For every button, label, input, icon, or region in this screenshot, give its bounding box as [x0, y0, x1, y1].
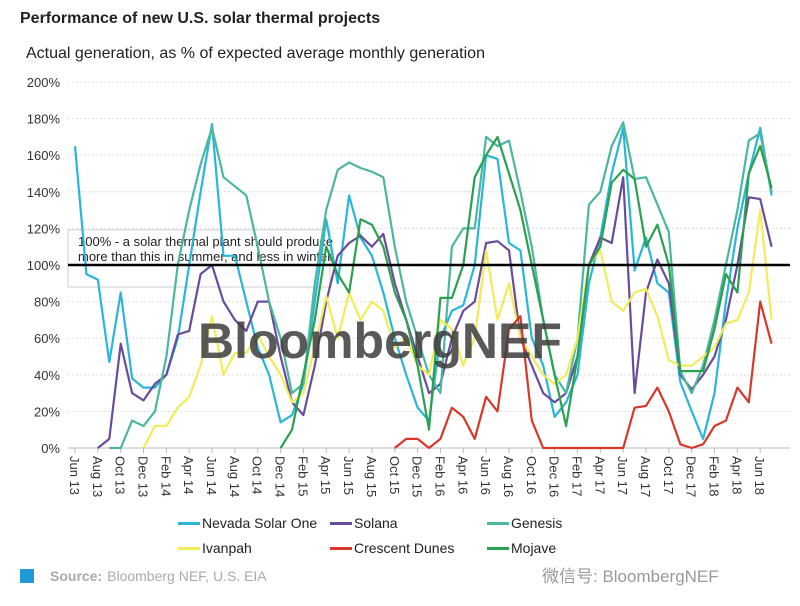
x-tick-label: Feb 17 [569, 456, 584, 496]
legend-item: Solana [330, 515, 398, 531]
x-tick-label: Feb 15 [295, 456, 310, 496]
legend-item: Genesis [487, 515, 562, 531]
x-tick-label: Dec 13 [136, 456, 151, 497]
series-line-genesis [109, 121, 773, 450]
x-tick-label: Oct 17 [661, 456, 676, 494]
y-tick-label: 60% [34, 331, 60, 346]
legend-swatch [178, 521, 200, 525]
x-tick-label: Jun 14 [204, 456, 219, 495]
x-tick-label: Oct 15 [387, 456, 402, 494]
series-line-ivanpah [142, 209, 773, 449]
chart-title: Performance of new U.S. solar thermal pr… [20, 10, 381, 27]
legend-swatch [487, 521, 509, 525]
annotation-text: 100% - a solar thermal plant should prod… [78, 234, 333, 249]
annotation-text: more than this in summer, and less in wi… [78, 249, 332, 264]
source-square-icon [20, 569, 34, 583]
series-line-solana [97, 176, 773, 449]
y-tick-label: 20% [34, 404, 60, 419]
x-tick-label: Oct 14 [250, 456, 265, 494]
legend-swatch [178, 546, 200, 550]
x-tick-label: Dec 17 [684, 456, 699, 497]
x-tick-label: Jun 15 [341, 456, 356, 495]
x-tick-label: Aug 17 [638, 456, 653, 497]
y-tick-label: 80% [34, 295, 60, 310]
x-tick-label: Oct 16 [524, 456, 539, 494]
x-tick-label: Jun 18 [752, 456, 767, 495]
x-tick-label: Dec 15 [410, 456, 425, 497]
legend-item: Nevada Solar One [178, 515, 317, 531]
x-tick-label: Aug 13 [90, 456, 105, 497]
y-tick-label: 180% [27, 112, 61, 127]
legend-item: Mojave [487, 540, 556, 556]
source-label: Source: [50, 568, 103, 584]
y-tick-label: 140% [27, 185, 61, 200]
x-tick-label: Feb 14 [158, 456, 173, 496]
x-tick-label: Aug 16 [501, 456, 516, 497]
y-tick-label: 160% [27, 148, 61, 163]
x-tick-label: Aug 15 [364, 456, 379, 497]
x-tick-label: Apr 18 [729, 456, 744, 494]
y-tick-label: 120% [27, 221, 61, 236]
legend-label: Crescent Dunes [354, 540, 455, 556]
legend-item: Ivanpah [178, 540, 252, 556]
x-tick-label: Feb 16 [432, 456, 447, 496]
x-tick-label: Feb 18 [707, 456, 722, 496]
legend-swatch [330, 546, 352, 550]
y-tick-label: 0% [41, 441, 60, 456]
x-tick-label: Dec 14 [273, 456, 288, 497]
source-note: Source: Bloomberg NEF, U.S. EIA [20, 568, 267, 584]
legend-label: Ivanpah [202, 540, 252, 556]
legend-swatch [330, 521, 352, 525]
wechat-id: 微信号: BloombergNEF [542, 567, 719, 586]
x-tick-label: Oct 13 [113, 456, 128, 494]
legend-item: Crescent Dunes [330, 540, 454, 556]
y-tick-label: 100% [27, 258, 61, 273]
x-tick-label: Apr 17 [592, 456, 607, 494]
x-tick-label: Jun 17 [615, 456, 630, 495]
legend-label: Solana [354, 515, 398, 531]
y-tick-label: 40% [34, 368, 60, 383]
watermark: BloombergNEF [198, 313, 562, 369]
x-tick-label: Dec 16 [547, 456, 562, 497]
legend-swatch [487, 546, 509, 550]
chart-subtitle: Actual generation, as % of expected aver… [26, 45, 485, 62]
x-tick-label: Jun 13 [67, 456, 82, 495]
x-tick-label: Apr 15 [318, 456, 333, 494]
series-line-crescent-dunes [394, 300, 773, 450]
y-tick-label: 200% [27, 75, 61, 90]
series-line-nevada-solar-one [73, 123, 773, 440]
series-line-mojave [279, 135, 773, 449]
source-text: Bloomberg NEF, U.S. EIA [107, 568, 267, 584]
x-tick-label: Apr 16 [455, 456, 470, 494]
x-tick-label: Apr 14 [181, 456, 196, 494]
legend-label: Nevada Solar One [202, 515, 318, 531]
x-tick-label: Aug 14 [227, 456, 242, 497]
x-tick-label: Jun 16 [478, 456, 493, 495]
legend-label: Mojave [511, 540, 557, 556]
legend-label: Genesis [511, 515, 563, 531]
